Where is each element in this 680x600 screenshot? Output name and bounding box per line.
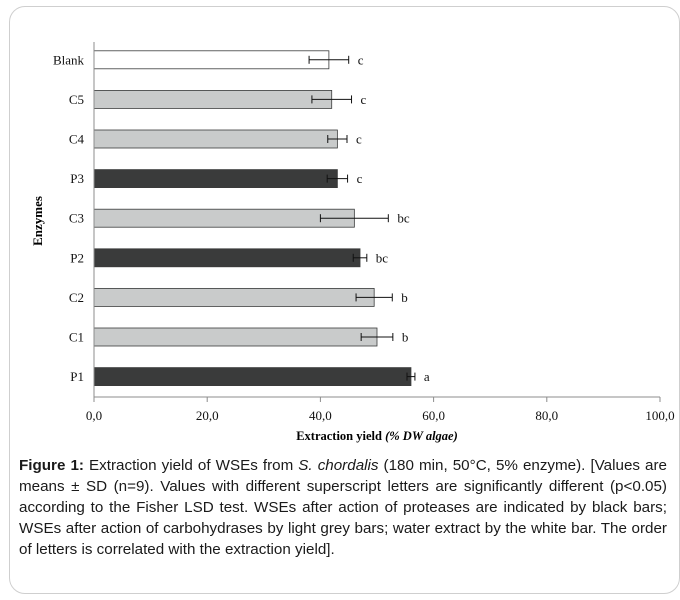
x-tick-label: 0,0 [86,408,102,423]
category-label-c4: C4 [69,132,85,147]
bar-c5 [93,90,333,109]
caption-label: Figure 1: [19,457,84,474]
caption-text-1: Extraction yield of WSEs from [83,457,299,474]
x-axis-label-main: Extraction yield [296,429,385,443]
category-label-blank: Blank [53,52,85,67]
category-label-c2: C2 [69,290,84,305]
bar-c3 [93,208,355,228]
bar-c2 [93,287,375,307]
significance-letter-p2: bc [376,250,389,265]
significance-letter-p3: c [357,171,363,186]
bar-p1 [93,367,412,387]
significance-letter-c4: c [356,132,362,147]
bar-p2 [93,248,361,268]
x-tick-label: 60,0 [422,408,445,423]
bar-chart: Blank c C5 c C4 c P3 c C3 bc P2 bc C2 b C1 b P1 a 0,0 20,0… [30,42,675,443]
significance-letter-c5: c [361,92,367,107]
bar-c4 [93,129,338,149]
x-tick-label: 20,0 [196,408,219,423]
x-axis-label-unit: (% DW algae) [385,429,458,443]
x-tick-label: 40,0 [309,408,332,423]
significance-letter-c1: b [402,330,409,345]
category-label-c5: C5 [69,92,84,107]
bar-blank [93,50,330,70]
y-axis-label: Enzymes [30,196,45,246]
x-tick-label: 80,0 [535,408,558,423]
caption-text-2: (180 min, 50°C, 5% enzyme). [Values are … [19,457,667,558]
category-label-p3: P3 [70,171,84,186]
category-label-p1: P1 [70,369,84,384]
caption-species: S. chordalis [298,457,379,474]
x-tick-label: 100,0 [645,408,674,423]
frame-edge [0,560,8,600]
bar-c1 [93,327,378,347]
significance-letter-p1: a [424,369,430,384]
significance-letter-c3: bc [397,211,410,226]
significance-letter-c2: b [401,290,408,305]
category-label-c3: C3 [69,211,84,226]
significance-letter-blank: c [358,52,364,67]
figure-caption: Figure 1: Extraction yield of WSEs from … [19,455,667,560]
category-label-c1: C1 [69,330,84,345]
category-label-p2: P2 [70,250,84,265]
x-axis-label: Extraction yield (% DW algae) [296,429,458,443]
bar-p3 [93,169,338,189]
